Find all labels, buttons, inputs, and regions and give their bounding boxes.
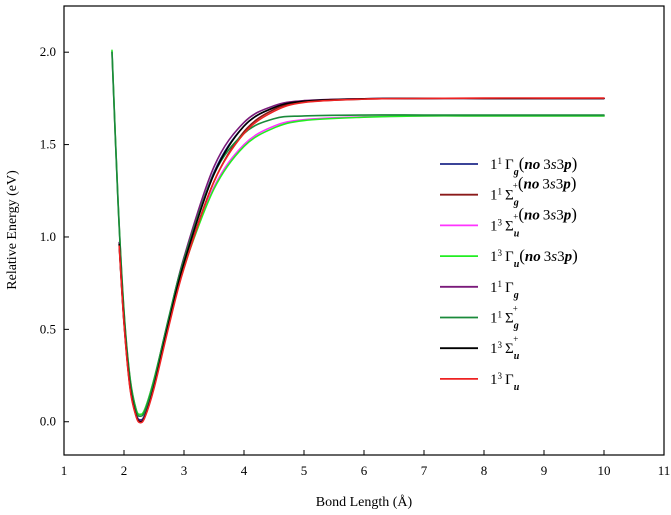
x-tick-label: 3 xyxy=(181,463,188,478)
y-tick-label: 0.0 xyxy=(40,414,56,429)
y-tick-label: 1.0 xyxy=(40,229,56,244)
x-tick-label: 10 xyxy=(598,463,611,478)
x-tick-label: 1 xyxy=(61,463,68,478)
x-tick-label: 9 xyxy=(541,463,548,478)
y-tick-label: 1.5 xyxy=(40,137,56,152)
x-tick-label: 8 xyxy=(481,463,488,478)
x-tick-label: 5 xyxy=(301,463,308,478)
y-axis-title: Relative Energy (eV) xyxy=(5,170,20,290)
y-tick-label: 2.0 xyxy=(40,44,56,59)
x-tick-label: 4 xyxy=(241,463,248,478)
series-line-4 xyxy=(111,49,605,416)
series-lines xyxy=(111,49,605,424)
y-tick-label: 0.5 xyxy=(40,321,56,336)
series-line-8 xyxy=(118,97,605,424)
legend-entry: 11 Σg+ xyxy=(490,304,519,332)
legend-entry: 13 Σu+(no 3s3p) xyxy=(490,204,577,239)
x-tick-label: 6 xyxy=(361,463,368,478)
legend-entry: 11 Γg(no 3s3p) xyxy=(490,154,577,178)
legend: 11 Γg(no 3s3p)11 Σg+(no 3s3p)13 Σu+(no 3… xyxy=(440,154,578,392)
x-tick-label: 7 xyxy=(421,463,428,478)
x-tick-label: 2 xyxy=(121,463,128,478)
legend-entry: 11 Γg xyxy=(490,279,519,301)
x-axis-title: Bond Length (Å) xyxy=(316,494,413,510)
legend-entry: 11 Σg+(no 3s3p) xyxy=(490,174,576,209)
x-tick-label: 11 xyxy=(658,463,671,478)
legend-entry: 13 Σu+ xyxy=(490,334,520,362)
series-line-6 xyxy=(111,51,605,418)
legend-entry: 13 Γu(no 3s3p) xyxy=(490,246,578,270)
legend-entry: 13 Γu xyxy=(490,371,520,393)
series-line-3 xyxy=(111,51,605,416)
axis-ticks: 1 2 3 4 5 6 7 8 9 10 11 0.0 0.5 1.0 1.5 2.0 xyxy=(40,44,671,478)
